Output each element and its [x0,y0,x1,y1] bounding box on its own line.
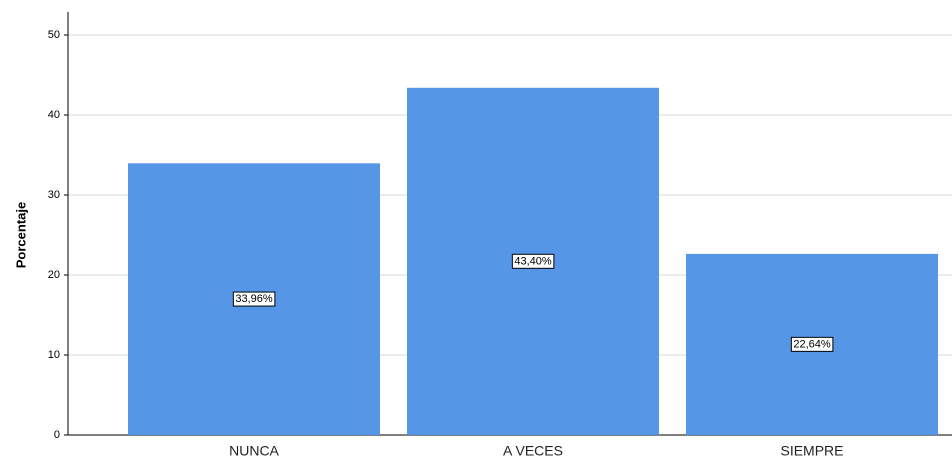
value-label: 22,64% [793,338,831,350]
y-tick-label: 0 [54,429,60,441]
x-tick-label: SIEMPRE [780,443,843,459]
y-tick-label: 40 [48,109,60,121]
x-tick-label: A VECES [503,443,563,459]
value-label-box [232,291,276,307]
y-tick-label: 10 [48,349,60,361]
y-axis-title: Porcentaje [13,202,28,268]
x-tick-label: NUNCA [229,443,279,459]
y-tick-label: 30 [48,189,60,201]
value-label: 43,40% [514,255,552,267]
y-tick-label: 20 [48,269,60,281]
value-label: 33,96% [235,293,273,305]
y-tick-label: 50 [48,29,60,41]
value-label-box [511,253,555,269]
value-label-box [790,336,834,352]
